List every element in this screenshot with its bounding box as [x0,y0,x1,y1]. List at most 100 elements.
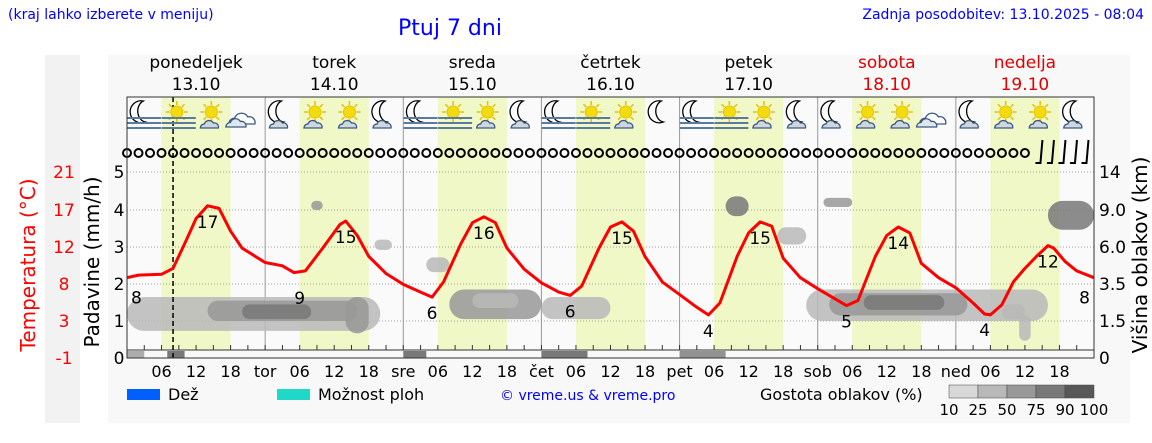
sun-disc [481,105,495,119]
wind-calm-icon [640,148,651,158]
wind-barb-icon [1081,139,1090,164]
sun-ray [444,103,449,108]
density-swatch [1035,384,1066,399]
wind-calm-icon [329,148,340,158]
cloud-layer [725,196,749,217]
legend-showers-label: Možnost ploh [318,385,425,404]
cloud-layer [426,257,450,273]
cloud-layer [823,197,853,207]
cloud-shape [614,119,634,129]
ground-cloud [127,351,145,358]
wind-calm-icon [145,148,156,158]
day-date: 19.10 [1001,75,1050,95]
sun-ray [755,103,760,108]
sun-ray [319,103,324,108]
wind-calm-icon [686,148,697,158]
cloud-height-axis-tick: 0 [1099,349,1110,369]
sun-disc [861,105,875,119]
temperature-label: 8 [131,289,142,309]
cloud-icon [915,112,947,128]
wind-calm-icon [697,148,708,158]
sun-ray [906,103,911,108]
wind-calm-icon [524,148,535,158]
wind-calm-icon [156,148,167,158]
sun-ray [893,116,898,121]
wind-calm-icon [409,148,420,158]
density-tick: 100 [1080,401,1109,419]
sun-ray [353,116,358,121]
sun-cloud-icon [337,101,361,129]
wind-calm-icon [455,148,466,158]
precip-axis-tick: 4 [114,201,125,221]
region-hint-link[interactable]: (kraj lahko izberete v meniju) [8,7,214,23]
wind-calm-icon [490,148,501,158]
precip-axis-tick: 5 [114,163,125,183]
wind-calm-icon [766,148,777,158]
density-swatch [1064,384,1095,399]
cloud-height-axis-tick: 9.0 [1099,201,1126,221]
sun-fog-icon [714,101,749,129]
sun-ray [859,103,864,108]
wind-calm-icon [950,148,961,158]
sun-fog-icon [438,101,473,129]
sun-ray [1031,103,1036,108]
hour-tick-label: 18 [773,362,793,381]
temp-axis-tick: 12 [53,238,75,258]
wind-calm-icon [513,148,524,158]
cloud-layer [1019,315,1031,341]
sun-ray [353,103,358,108]
wind-calm-icon [478,148,489,158]
sun-ray [1044,116,1049,121]
day-name: četrtek [580,53,641,73]
wind-calm-icon [467,148,478,158]
cloud-shape [994,119,1014,129]
credit-link[interactable]: © vreme.us & vreme.pro [500,388,676,404]
cloud-layer [863,295,945,310]
left-panel-bg [45,55,80,423]
sun-ray [181,103,186,108]
day-short-label: čet [529,362,554,381]
temperature-label: 12 [1037,253,1059,273]
wind-calm-icon [421,148,432,158]
wind-calm-icon [432,148,443,158]
sun-ray [617,103,622,108]
sun-ray [1044,103,1049,108]
cloud-layer [374,239,392,250]
wind-calm-icon [778,148,789,158]
cloud-shape [752,119,772,129]
wind-calm-icon [801,148,812,158]
sun-ray [203,116,207,121]
cloud-layer [541,296,611,320]
daylight-band [714,97,784,350]
cloud-height-axis-tick: 6.0 [1099,238,1126,258]
hour-tick-label: 12 [1015,362,1035,381]
cloud-layer [472,293,519,309]
sun-cloud-icon [890,101,914,129]
sun-cloud-icon [1028,101,1052,129]
hour-tick-label: 18 [635,362,655,381]
wind-calm-icon [306,148,317,158]
sun-ray [1031,116,1036,121]
wind-calm-icon [927,148,938,158]
sun-ray [630,116,635,121]
wind-calm-icon [248,148,259,158]
temp-axis-tick: 21 [53,163,75,183]
wind-calm-icon [237,148,248,158]
moon-cloud-icon [267,100,289,129]
sun-ray [768,116,773,121]
hour-tick-label: 06 [704,362,724,381]
wind-calm-icon [847,148,858,158]
sun-ray [906,116,911,121]
cloud-height-axis-title: Višina oblakov (km) [1128,157,1152,354]
sun-disc [619,105,633,119]
cloud-shape [915,118,938,128]
sun-ray [721,103,725,108]
temperature-label: 15 [335,228,357,248]
wind-calm-icon [674,148,685,158]
cloud-shape [1028,119,1048,129]
sun-cloud-icon [855,101,879,129]
page-title: Ptuj 7 dni [398,16,502,41]
wind-calm-icon [732,148,743,158]
day-date: 14.10 [310,75,359,95]
